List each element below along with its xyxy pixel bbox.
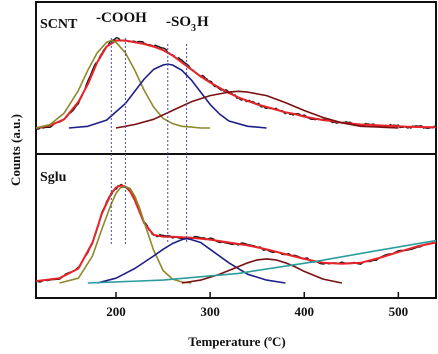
- scnt-measured-curve-0: [35, 37, 437, 130]
- x-tick-label-400: 400: [294, 304, 314, 319]
- scnt-component-curve-2: [35, 39, 211, 129]
- x-axis-ticks: 200 300 400 500: [106, 292, 408, 319]
- plot-frame: [35, 1, 437, 299]
- panel-scnt: [35, 37, 437, 130]
- annotation-so3h-h: H: [197, 14, 209, 30]
- scnt-component-curve-3: [68, 63, 267, 129]
- annotation-so3h: -SO3H: [166, 14, 209, 34]
- x-axis-label-unit: C): [272, 334, 286, 349]
- panel-label-scnt: SCNT: [40, 17, 78, 32]
- annotation-cooh: -COOH: [96, 10, 147, 26]
- x-axis-label: Temperature (oC): [188, 334, 286, 349]
- sglu-component-curve-3: [97, 237, 286, 284]
- x-axis-label-degree: o: [268, 334, 272, 343]
- x-tick-label-200: 200: [106, 304, 126, 319]
- panel-label-sglu: Sglu: [40, 170, 67, 185]
- panel-sglu: [35, 183, 437, 284]
- scnt-component-curve-4: [115, 90, 399, 129]
- annotation-so3h-sub: 3: [191, 23, 196, 34]
- sglu-component-curve-2: [59, 185, 192, 284]
- sglu-component-curve-5: [87, 239, 437, 284]
- y-axis-label: Counts (a.u.): [8, 114, 23, 186]
- annotation-so3h-so: -SO: [166, 14, 191, 30]
- x-axis-label-main: Temperature (: [188, 334, 268, 349]
- x-tick-label-500: 500: [389, 304, 409, 319]
- x-tick-label-300: 300: [200, 304, 220, 319]
- peak-marker-lines: [110, 38, 188, 244]
